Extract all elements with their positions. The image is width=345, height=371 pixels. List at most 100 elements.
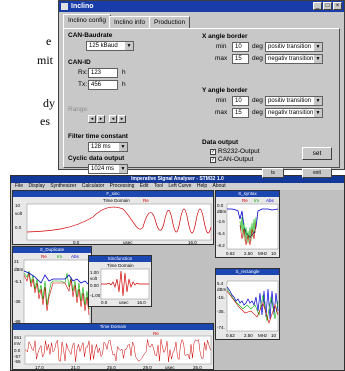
can-baud-select[interactable]: 125 kBaud [86,41,134,51]
x-tick: 0.0 [101,300,108,305]
y-tick: -55 [14,359,21,364]
can-output-label: CAN-Output [218,156,254,163]
menu-display[interactable]: Display [28,183,45,189]
x-tick: 25.0 [107,365,116,370]
x-max-transition-select[interactable]: negativ transition [265,54,323,64]
rx-label: Rx: [78,69,88,76]
y-tick: -35. [217,309,225,314]
y-min-transition-select[interactable]: positiv transition [265,96,323,106]
tab-production[interactable]: Production [149,16,191,28]
can-output-checkbox[interactable]: ✓ [210,157,216,163]
panel-f-sinc[interactable]: F_sinc Time Domain Re 10 volt 0.0 0.0 us… [12,190,214,245]
legend-im: Im [57,254,62,259]
rs232-label: RS232-Output [218,148,260,155]
menu-edit[interactable]: Edit [139,183,149,189]
doc-text-fragment: dy [43,96,55,110]
panel-s-duplicate[interactable]: S_Duplicate Re Im Abs 21 dBm -5.1 -36 -8… [12,246,92,336]
x-tick: 21.0 [71,365,80,370]
can-baud-label: CAN-Baudrate [68,32,113,39]
y-border-label: Y angle border [202,87,248,94]
tab-inclino-config[interactable]: Inclino config [63,14,111,28]
y-max-deg: deg [252,109,263,116]
minimize-button[interactable]: _ [313,2,322,10]
ts-button[interactable]: ts [262,168,284,178]
doc-text-fragment: e [46,34,52,48]
panel-title: Sincfunction [89,256,151,262]
rx-input[interactable]: 123 [88,68,118,78]
close-button[interactable]: × [333,2,342,10]
y-min-input[interactable]: 10 [232,96,249,106]
doc-text-fragment: mit [37,53,54,67]
legend-im: Im [254,198,259,203]
tx-input[interactable]: 456 [88,80,118,90]
menu-calculator[interactable]: Calculator [81,183,105,189]
plot-s-syntax: Re Im Abs 0.0 dBm -2.6 -5.4 -8.2 0.62 2.… [216,197,279,257]
legend-re: Re [41,254,47,259]
x-unit: usec [123,240,133,245]
x-unit: MHz [258,251,268,256]
y-tick: 551 [14,335,22,340]
panel-sincfunction[interactable]: Sincfunction Time Domain 1.00 volt 0.00 … [88,255,152,307]
y-unit: dBm [217,209,227,214]
menu-file[interactable]: File [15,183,24,189]
y-tick: 0.0 [14,348,21,353]
range2-down-button[interactable]: ◂ [109,115,117,123]
tx-hex-unit: h [122,81,126,88]
menu-left-curve[interactable]: Left Curve [168,183,192,189]
doc-text-fragment: es [40,114,50,128]
rs232-checkbox[interactable]: ✓ [210,149,216,155]
panel-title: F_sinc [13,191,213,197]
range-up-button[interactable]: ▸ [97,115,105,123]
x-max-input[interactable]: 15 [232,54,249,64]
y-max-input[interactable]: 15 [232,108,249,118]
y-tick: -36 [14,299,21,304]
x-max-label: max [215,55,228,62]
panel-title: S_syntax [216,191,279,197]
panel-s-syntax[interactable]: S_syntax Re Im Abs 0.0 dBm -2.6 -5.4 -8.… [215,190,280,258]
x-min-label: min [216,43,227,50]
y-tick: -1.00 [90,293,101,298]
y-tick: 0.0 [217,203,224,208]
tab-inclino-info[interactable]: Inclino info [109,16,151,28]
y-max-transition-select[interactable]: negativ transition [265,108,323,118]
menu-help[interactable]: Help [196,183,208,189]
maximize-button[interactable]: □ [323,2,332,10]
range-down-button[interactable]: ◂ [88,115,96,123]
plot-s-rectangle: 5.4 dBm -15. -35. -74. 0.62 2.50 MHz 10 [216,275,279,339]
data-output-label: Data output [202,139,239,146]
plot-time-domain-bottom: Re 551 mV 0.0 -57 -55 17.0 21.0 25.0 29.… [13,330,213,370]
panel-title: S_rectangle [216,269,279,275]
y-min-deg: deg [252,97,263,104]
y-tick: -74. [217,325,225,330]
inclino-titlebar: Inclino [59,1,344,12]
menu-synthesizer[interactable]: Synthesizer [50,183,77,189]
x-min-transition-select[interactable]: positiv transition [265,42,323,52]
x-tick: 16.0 [188,240,197,245]
menu-processing[interactable]: Processing [109,183,135,189]
x-tick: 10 [271,251,277,256]
legend-abs: Abs [266,198,275,203]
menu-tool[interactable]: Tool [153,183,163,189]
set-button[interactable]: set [302,147,332,160]
exit-button[interactable]: exit [302,168,332,178]
x-min-input[interactable]: 10 [232,42,249,52]
panel-title: Time Domain [13,324,213,330]
config-panel: CAN-Baudrate 125 kBaud CAN-ID Rx: 123 h … [63,28,340,174]
y-max-label: max [215,109,228,116]
legend-re: Re [153,331,159,336]
signal-menubar: File Display Synthesizer Calculator Proc… [11,183,344,190]
plot-s-duplicate: Re Im Abs 21 dBm -5.1 -36 -88 0.62 2.50 … [13,253,91,335]
x-unit: usec [119,300,129,305]
range-label: Range [68,106,88,113]
window-title: Inclino [71,3,94,10]
filter-select[interactable]: 128 ms [88,142,128,152]
range2-up-button[interactable]: ▸ [118,115,126,123]
panel-time-domain-bottom[interactable]: Time Domain Re 551 mV 0.0 -57 -55 17.0 2… [12,323,214,370]
rx-hex-unit: h [122,69,126,76]
legend-re: Re [143,198,149,203]
menu-about[interactable]: About [212,183,226,189]
cyclic-select[interactable]: 1024 ms [88,164,128,174]
x-min-deg: deg [252,43,263,50]
panel-s-rectangle[interactable]: S_rectangle 5.4 dBm -15. -35. -74. 0.62 … [215,268,280,340]
y-tick: 21 [14,259,20,264]
